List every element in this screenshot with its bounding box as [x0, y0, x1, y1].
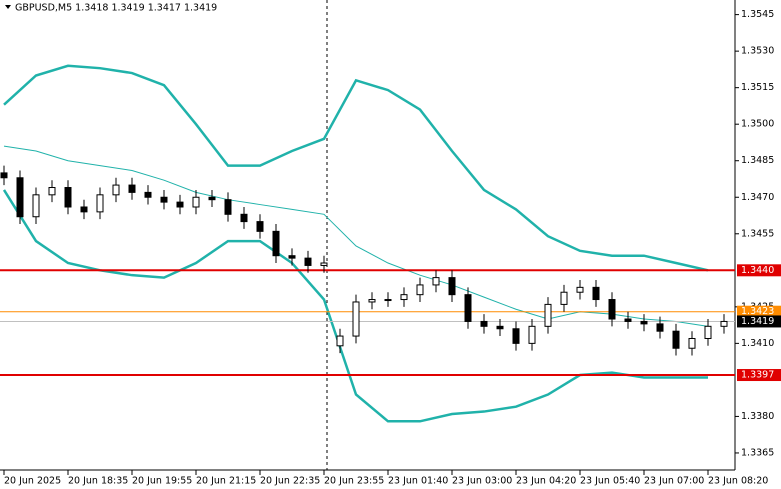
y-tick-label: 1.3380	[741, 411, 774, 422]
candle-body	[544, 303, 552, 327]
candle-body	[256, 221, 264, 232]
y-tick-label: 1.3530	[741, 46, 774, 57]
x-tick-label: 20 Jun 21:15	[196, 476, 256, 487]
candle-body	[80, 206, 88, 213]
candle-body	[512, 328, 520, 344]
candle-body	[672, 330, 680, 349]
candle-body	[304, 257, 312, 266]
candle-body	[208, 196, 216, 201]
y-tick-label: 1.3410	[741, 338, 774, 349]
candle-body	[592, 286, 600, 301]
candle-body	[688, 337, 696, 349]
candle-body	[704, 325, 712, 339]
price-level-box	[737, 264, 781, 277]
price-level-box	[737, 305, 781, 318]
candle-body	[0, 172, 8, 179]
candle-body	[448, 277, 456, 296]
price-level-label: 1.3423	[741, 306, 774, 317]
candle-body	[128, 184, 136, 193]
x-tick-label: 23 Jun 01:40	[388, 476, 448, 487]
candle-body	[112, 184, 120, 196]
x-tick-label: 20 Jun 23:55	[324, 476, 384, 487]
y-tick-label: 1.3455	[741, 228, 774, 239]
candle-body	[384, 299, 392, 302]
bollinger-band	[3, 145, 709, 327]
candle-body	[144, 191, 152, 198]
candle-body	[96, 194, 104, 213]
candle-body	[240, 213, 248, 223]
candle-body	[608, 299, 616, 320]
candle-body	[288, 255, 296, 259]
y-tick-label: 1.3545	[741, 9, 774, 20]
candle-body	[224, 199, 232, 215]
price-level-box	[737, 315, 781, 328]
price-level-label: 1.3419	[741, 316, 774, 327]
price-level-box	[737, 369, 781, 382]
price-level-label: 1.3397	[741, 370, 774, 381]
candle-body	[352, 301, 360, 337]
y-tick-label: 1.3470	[741, 192, 774, 203]
candle-body	[320, 262, 328, 266]
x-tick-label: 20 Jun 19:55	[132, 476, 192, 487]
x-tick-label: 23 Jun 04:20	[516, 476, 576, 487]
candle-body	[480, 320, 488, 327]
x-tick-label: 23 Jun 08:20	[708, 476, 768, 487]
candle-body	[496, 325, 504, 330]
candle-body	[624, 318, 632, 322]
y-tick-label: 1.3365	[741, 447, 774, 458]
candle-body	[576, 286, 584, 293]
candle-body	[400, 294, 408, 301]
candle-body	[640, 320, 648, 325]
candle-body	[160, 196, 168, 203]
candle-body	[720, 320, 728, 327]
x-tick-label: 20 Jun 18:35	[68, 476, 128, 487]
candle-body	[368, 299, 376, 303]
candle-body	[416, 284, 424, 296]
candle-body	[336, 335, 344, 347]
candle-body	[48, 187, 56, 196]
candle-body	[32, 194, 40, 218]
candle-body	[272, 230, 280, 257]
price-level-label: 1.3440	[741, 265, 774, 276]
y-tick-label: 1.3500	[741, 119, 774, 130]
candle-body	[528, 325, 536, 344]
x-tick-label: 23 Jun 03:00	[452, 476, 512, 487]
candle-body	[16, 177, 24, 218]
candle-body	[432, 277, 440, 286]
symbol-arrow	[5, 5, 11, 9]
x-tick-label: 20 Jun 22:35	[260, 476, 320, 487]
chart-title: GBPUSD,M5 1.3418 1.3419 1.3417 1.3419	[15, 3, 217, 14]
bollinger-band	[3, 64, 709, 272]
candle-body	[64, 187, 72, 208]
candle-body	[176, 201, 184, 208]
candle-body	[560, 291, 568, 305]
x-tick-label: 23 Jun 07:00	[644, 476, 704, 487]
y-tick-label: 1.3485	[741, 155, 774, 166]
x-tick-label: 23 Jun 05:40	[580, 476, 640, 487]
y-tick-label: 1.3515	[741, 82, 774, 93]
candle-body	[192, 196, 200, 208]
candle-body	[464, 294, 472, 322]
x-tick-label: 20 Jun 2025	[4, 476, 61, 487]
candle-body	[656, 323, 664, 332]
